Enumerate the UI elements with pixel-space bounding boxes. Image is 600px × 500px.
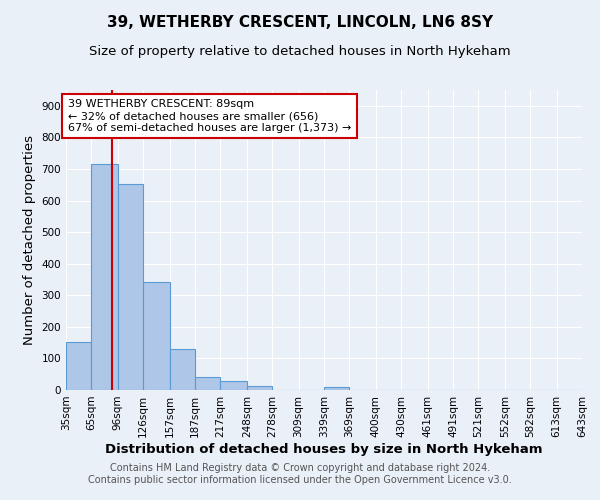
X-axis label: Distribution of detached houses by size in North Hykeham: Distribution of detached houses by size …: [105, 442, 543, 456]
Bar: [247, 386, 272, 390]
Bar: [66, 342, 91, 390]
Text: Size of property relative to detached houses in North Hykeham: Size of property relative to detached ho…: [89, 45, 511, 58]
Bar: [118, 184, 143, 390]
Bar: [143, 282, 170, 390]
Bar: [170, 349, 195, 390]
Bar: [91, 164, 118, 390]
Bar: [220, 380, 247, 390]
Text: 39, WETHERBY CRESCENT, LINCOLN, LN6 8SY: 39, WETHERBY CRESCENT, LINCOLN, LN6 8SY: [107, 15, 493, 30]
Y-axis label: Number of detached properties: Number of detached properties: [23, 135, 36, 345]
Text: Contains HM Land Registry data © Crown copyright and database right 2024.
Contai: Contains HM Land Registry data © Crown c…: [88, 464, 512, 485]
Bar: [195, 376, 220, 390]
Text: 39 WETHERBY CRESCENT: 89sqm
← 32% of detached houses are smaller (656)
67% of se: 39 WETHERBY CRESCENT: 89sqm ← 32% of det…: [68, 100, 351, 132]
Bar: [324, 387, 349, 390]
